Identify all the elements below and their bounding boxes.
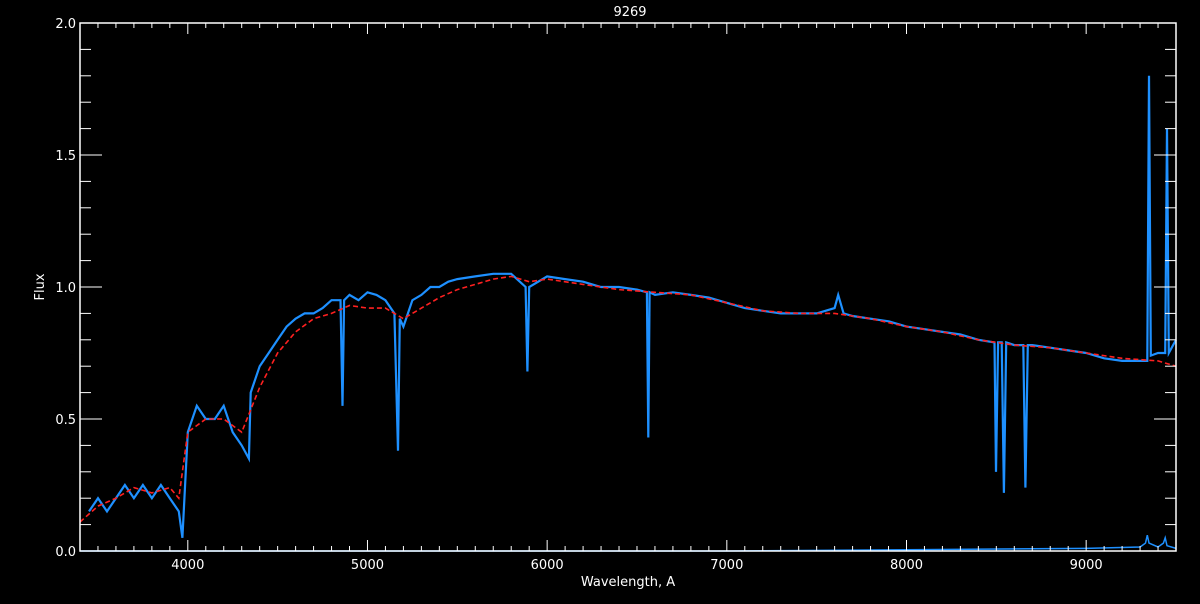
y-tick-label: 1.0 — [55, 281, 76, 296]
x-tick-label: 7000 — [710, 558, 743, 573]
axes-layer: 4000 5000 6000 7000 8000 9000 0.0 0.5 1.0 1.5 2.0 — [55, 17, 1177, 573]
y-axis-label: Flux — [33, 273, 48, 300]
series-model — [79, 275, 1177, 523]
y-tick-label: 2.0 — [55, 17, 76, 32]
series-layer — [79, 75, 1177, 552]
series-error — [80, 535, 1177, 552]
y-tick-label: 0.0 — [55, 545, 76, 560]
series-spectrum — [88, 75, 1177, 538]
x-tick-label: 8000 — [890, 558, 923, 573]
plot-frame — [79, 22, 1177, 552]
x-tick-label: 6000 — [531, 558, 564, 573]
x-axis-label: Wavelength, A — [581, 575, 675, 590]
chart-title: 9269 — [613, 5, 646, 20]
x-tick-label: 5000 — [351, 558, 384, 573]
x-tick-label: 9000 — [1070, 558, 1103, 573]
y-tick-label: 0.5 — [55, 413, 76, 428]
y-tick-label: 1.5 — [55, 149, 76, 164]
x-tick-label: 4000 — [171, 558, 204, 573]
